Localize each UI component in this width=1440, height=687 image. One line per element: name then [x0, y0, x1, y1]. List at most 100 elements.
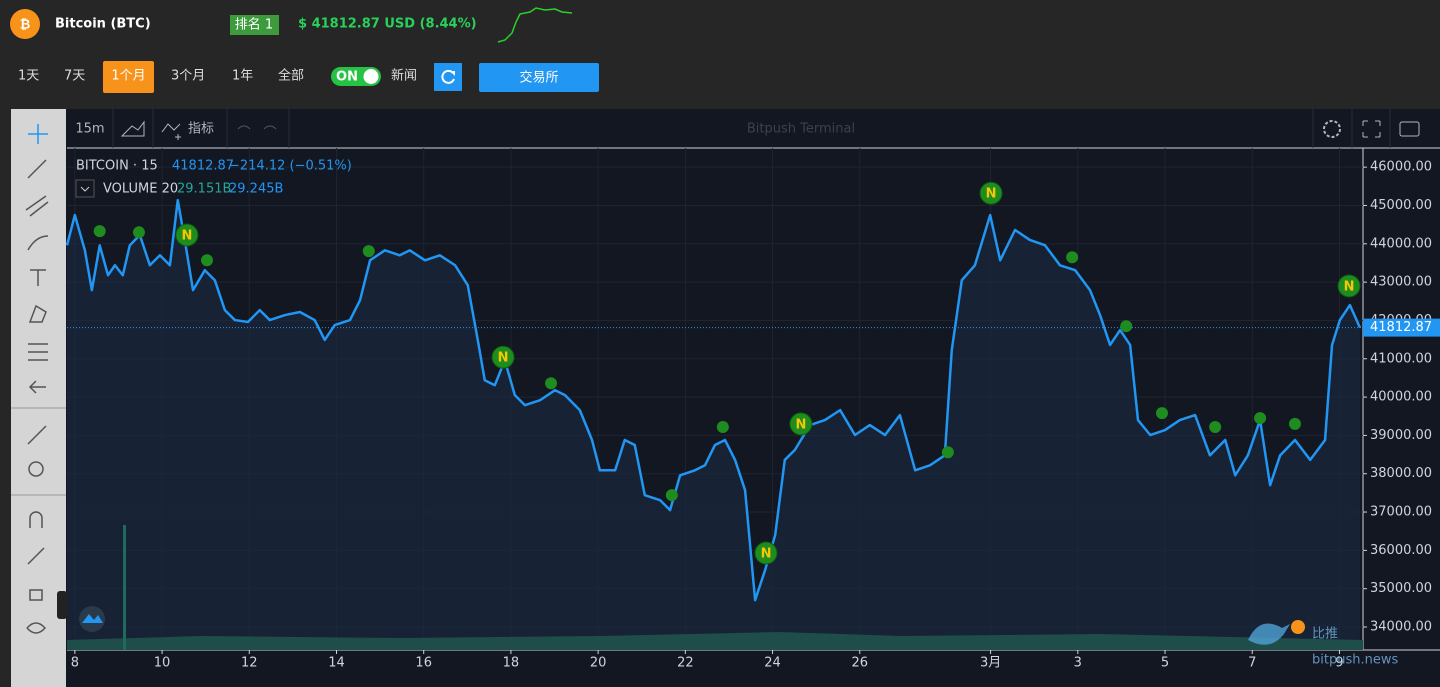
refresh-arrow [450, 71, 455, 76]
y-tick-label: 34000.00 [1370, 620, 1432, 635]
news-marker[interactable] [491, 345, 515, 369]
news-marker[interactable] [1254, 412, 1267, 425]
y-tick-label: 37000.00 [1370, 505, 1432, 520]
news-marker[interactable] [789, 412, 813, 436]
settings-icon[interactable] [1323, 120, 1341, 138]
indicator-icon [161, 123, 181, 140]
brand-url: bitpush.news [1312, 653, 1398, 668]
legend-symbol: BITCOIN · 15 [76, 159, 158, 174]
watermark: Bitpush Terminal [747, 122, 855, 137]
news-marker[interactable] [1066, 251, 1079, 264]
news-marker[interactable] [1120, 320, 1133, 333]
legend-vol2: 29.245B [229, 182, 283, 197]
news-marker[interactable] [362, 245, 375, 258]
news-marker[interactable] [200, 254, 213, 267]
rank: 排名 1 [235, 17, 273, 33]
tool-icons [25, 124, 49, 634]
interval[interactable]: 15m [75, 122, 104, 137]
range-button[interactable]: 1年 [232, 69, 253, 84]
x-tick-label: 26 [852, 656, 869, 671]
price-area [67, 200, 1360, 650]
undo-redo[interactable] [237, 125, 277, 130]
news-marker[interactable] [1155, 407, 1168, 420]
legend-collapse[interactable] [75, 179, 95, 198]
news-marker[interactable] [1288, 417, 1301, 430]
btc-logo [10, 9, 40, 39]
x-tick-label: 3月 [980, 656, 1001, 671]
news-marker[interactable] [716, 420, 729, 433]
chart-toolbar [67, 109, 1440, 148]
news-marker[interactable] [545, 377, 558, 390]
exchange-button[interactable] [479, 63, 599, 92]
range-button[interactable]: 3个月 [171, 69, 205, 84]
news-marker-label: N [498, 351, 509, 366]
x-tick-label: 14 [328, 656, 345, 671]
x-tick-label: 24 [764, 656, 781, 671]
x-tick-label: 18 [503, 656, 520, 671]
news-marker[interactable] [941, 446, 954, 459]
y-tick-label: 43000.00 [1370, 275, 1432, 290]
x-tick-label: 12 [241, 656, 258, 671]
exchange-label: 交易所 [519, 70, 558, 86]
news-marker[interactable] [754, 541, 778, 565]
legend-volume: VOLUME 20 [103, 182, 178, 197]
news-marker-label: N [795, 417, 806, 432]
refresh-button[interactable] [434, 63, 462, 91]
indicators[interactable]: 指标 [188, 122, 214, 137]
last-price-label: 41812.87 [1370, 320, 1432, 335]
x-tick-label: 7 [1248, 656, 1256, 671]
y-tick-label: 36000.00 [1370, 543, 1432, 558]
x-tick-label: 5 [1161, 656, 1169, 671]
toggle-label: ON [336, 70, 358, 85]
legend-vol1: 29.151B [177, 182, 231, 197]
y-tick-label: 41000.00 [1370, 351, 1432, 366]
y-tick-label: 40000.00 [1370, 390, 1432, 405]
news-marker[interactable] [132, 226, 145, 239]
last-price-tag [1363, 318, 1440, 337]
chart-type-icon[interactable] [120, 120, 145, 137]
news-label: 新闻 [391, 68, 417, 84]
range-button[interactable]: 1天 [18, 69, 39, 84]
legend-change: −214.12 (−0.51%) [229, 159, 352, 174]
fullscreen-icon[interactable] [1362, 120, 1381, 138]
x-tick-label: 20 [590, 656, 607, 671]
brand-coin [1291, 620, 1305, 634]
x-tick-label: 10 [154, 656, 171, 671]
range-button[interactable]: 全部 [278, 68, 304, 84]
y-tick-label: 38000.00 [1370, 466, 1432, 481]
news-marker[interactable] [175, 223, 199, 247]
chevron [80, 186, 90, 192]
btc-logo-glyph: ₿ [20, 18, 31, 33]
title: Bitcoin (BTC) [55, 17, 151, 32]
collapse-tab[interactable] [57, 591, 67, 619]
news-marker-label: N [181, 228, 192, 243]
range-button-active[interactable] [103, 61, 154, 93]
news-marker[interactable] [1209, 420, 1222, 433]
news-marker-label: N [986, 187, 997, 202]
x-tick-label: 8 [71, 656, 79, 671]
toggle-knob [363, 69, 379, 84]
y-tick-label: 44000.00 [1370, 236, 1432, 251]
volume-spike [123, 525, 126, 650]
news-marker[interactable] [1337, 274, 1361, 298]
legend-last: 41812.87 [172, 159, 234, 174]
range-button[interactable]: 7天 [64, 69, 85, 84]
x-tick-label: 9 [1335, 656, 1343, 671]
price: $ 41812.87 USD (8.44%) [298, 17, 477, 32]
news-marker[interactable] [979, 181, 1003, 205]
y-tick-label: 35000.00 [1370, 581, 1432, 596]
screenshot-icon[interactable] [1399, 121, 1420, 137]
y-tick-label: 45000.00 [1370, 198, 1432, 213]
tv-logo-glyph [82, 614, 103, 623]
news-marker-label: N [761, 547, 772, 562]
x-tick-label: 3 [1074, 656, 1082, 671]
news-marker[interactable] [665, 489, 678, 502]
news-marker-label: N [1344, 279, 1355, 294]
x-tick-label: 16 [415, 656, 432, 671]
x-tick-label: 22 [677, 656, 694, 671]
range-button[interactable]: 1个月 [111, 69, 145, 84]
news-marker[interactable] [93, 225, 106, 238]
sparkline [497, 7, 573, 43]
rank-badge [230, 15, 279, 35]
